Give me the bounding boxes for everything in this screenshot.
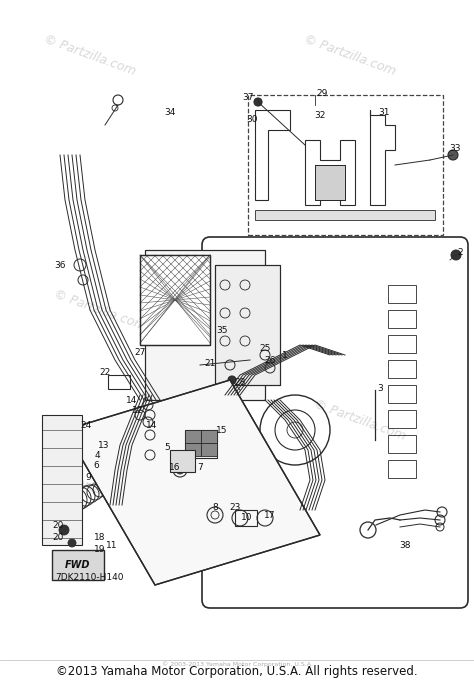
Text: 33: 33 <box>449 144 461 152</box>
Bar <box>388 410 416 428</box>
Bar <box>170 450 195 472</box>
Text: FWD: FWD <box>65 560 91 570</box>
Text: 32: 32 <box>314 110 326 119</box>
Bar <box>215 265 280 385</box>
Bar <box>145 250 265 400</box>
Text: 7DK2110-H140: 7DK2110-H140 <box>55 573 124 582</box>
Text: © Partzilla.com: © Partzilla.com <box>312 397 408 443</box>
Bar <box>388 460 416 478</box>
Text: 22: 22 <box>100 368 110 377</box>
Circle shape <box>451 250 461 260</box>
Text: 10: 10 <box>241 513 253 522</box>
Bar <box>201 443 217 456</box>
Text: 11: 11 <box>106 540 118 549</box>
Bar <box>185 430 217 458</box>
Circle shape <box>228 376 236 384</box>
Polygon shape <box>255 210 435 220</box>
Text: 24: 24 <box>81 420 91 429</box>
Bar <box>108 375 130 389</box>
Text: 18: 18 <box>94 533 106 542</box>
Bar <box>315 165 345 200</box>
Bar <box>52 550 104 580</box>
Text: © 2003-2013 Yamaha Motor Corporation, U.S.A.: © 2003-2013 Yamaha Motor Corporation, U.… <box>162 661 312 667</box>
Text: 2: 2 <box>457 248 463 257</box>
Text: 36: 36 <box>54 261 66 270</box>
Text: 31: 31 <box>378 108 390 117</box>
Bar <box>235 510 257 526</box>
Text: 7: 7 <box>197 464 203 473</box>
Text: 26: 26 <box>264 355 276 364</box>
Text: 4: 4 <box>94 451 100 460</box>
Text: 20: 20 <box>52 520 64 529</box>
Bar <box>140 255 210 345</box>
Text: 23: 23 <box>229 504 241 513</box>
Bar <box>201 430 217 443</box>
Text: 34: 34 <box>164 108 176 117</box>
Circle shape <box>59 525 69 535</box>
Text: 14: 14 <box>126 395 137 404</box>
Text: © Partzilla.com: © Partzilla.com <box>42 32 138 78</box>
Text: 38: 38 <box>399 540 411 549</box>
Text: 21: 21 <box>204 359 216 368</box>
Bar <box>185 430 201 443</box>
Bar <box>388 285 416 303</box>
Text: 5: 5 <box>164 444 170 453</box>
Text: 15: 15 <box>216 426 228 435</box>
Bar <box>388 335 416 353</box>
Text: © Partzilla.com: © Partzilla.com <box>52 467 148 513</box>
Text: 14: 14 <box>146 420 158 429</box>
Text: 9: 9 <box>85 473 91 482</box>
Bar <box>315 165 345 200</box>
Bar <box>145 250 265 400</box>
Text: 35: 35 <box>216 326 228 335</box>
Circle shape <box>68 539 76 547</box>
Text: 25: 25 <box>259 344 271 353</box>
Text: 12: 12 <box>132 406 144 415</box>
Text: 20: 20 <box>52 533 64 542</box>
Bar <box>185 443 201 456</box>
Text: © Partzilla.com: © Partzilla.com <box>302 32 398 78</box>
Polygon shape <box>65 380 320 585</box>
Text: © Partzilla.com: © Partzilla.com <box>52 287 148 333</box>
Text: 28: 28 <box>234 377 246 386</box>
Bar <box>388 310 416 328</box>
Text: ©2013 Yamaha Motor Corporation, U.S.A. All rights reserved.: ©2013 Yamaha Motor Corporation, U.S.A. A… <box>56 665 418 678</box>
Text: 6: 6 <box>93 460 99 469</box>
Text: 37: 37 <box>242 92 254 101</box>
Text: 17: 17 <box>264 511 276 520</box>
Bar <box>388 385 416 403</box>
Circle shape <box>176 466 184 474</box>
Text: 19: 19 <box>94 546 106 555</box>
Bar <box>140 255 210 345</box>
Text: 16: 16 <box>169 464 181 473</box>
Text: 8: 8 <box>212 504 218 513</box>
Circle shape <box>254 98 262 106</box>
Text: 30: 30 <box>246 115 258 124</box>
Bar <box>215 265 280 385</box>
Bar <box>388 360 416 378</box>
Circle shape <box>448 150 458 160</box>
Bar <box>248 95 443 235</box>
Text: 29: 29 <box>316 88 328 97</box>
Text: 13: 13 <box>98 440 110 449</box>
Bar <box>388 435 416 453</box>
Bar <box>42 415 82 545</box>
Text: 3: 3 <box>377 384 383 393</box>
Text: 27: 27 <box>134 348 146 357</box>
Text: 1: 1 <box>282 351 288 359</box>
